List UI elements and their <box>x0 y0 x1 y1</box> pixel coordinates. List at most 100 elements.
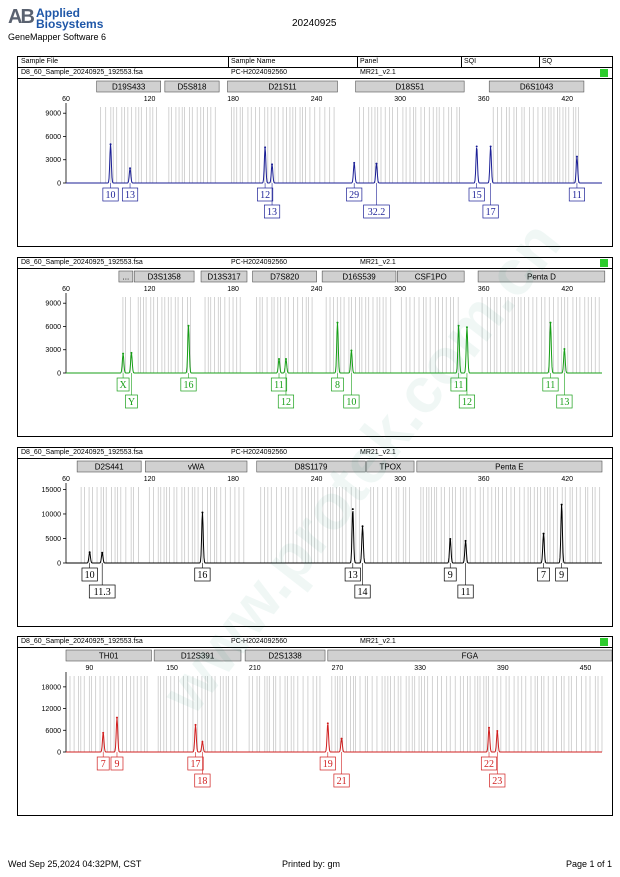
x-tick-label: 240 <box>311 476 323 483</box>
allele-label: 23 <box>492 776 502 787</box>
allele-label-box <box>96 756 110 771</box>
marker-bar <box>244 649 326 662</box>
x-tick-label: 360 <box>478 96 490 103</box>
col-divider <box>461 57 462 67</box>
allele-label-box <box>468 187 485 202</box>
allele-label-box <box>346 187 363 202</box>
allele-label-box <box>354 584 371 599</box>
allele-label: 11 <box>572 190 582 201</box>
allele-label-box <box>270 377 288 392</box>
allele-label: 9 <box>559 570 564 581</box>
marker-label: D7S820 <box>270 273 299 282</box>
panel-title-row: D8_60_Sample_20240925_192553.fsa PC-H202… <box>18 448 612 459</box>
sample-name: PC-H2024092560 <box>231 638 288 645</box>
x-tick-label: 300 <box>394 96 406 103</box>
allele-label-box <box>555 567 568 582</box>
allele-label: 10 <box>85 570 95 581</box>
col-divider <box>228 57 229 67</box>
allele-label: 11 <box>274 380 284 391</box>
y-tick-label: 3000 <box>45 157 61 164</box>
allele-label: 8 <box>335 380 340 391</box>
marker-label: Penta E <box>495 463 523 472</box>
peak <box>201 511 204 514</box>
marker-bar <box>65 649 152 662</box>
allele-label: 11.3 <box>94 587 111 598</box>
col-divider <box>539 57 540 67</box>
x-tick-label: 150 <box>166 665 178 672</box>
allele-label-box <box>263 204 281 219</box>
allele-label: 11 <box>454 380 464 391</box>
marker-bar <box>118 270 134 283</box>
marker-label: FGA <box>462 652 479 661</box>
peak <box>201 740 204 743</box>
sample-file: D8_60_Sample_20240925_192553.fsa <box>21 449 143 456</box>
allele-label: 29 <box>349 190 359 201</box>
x-tick-label: 60 <box>62 286 70 293</box>
marker-label: TPOX <box>379 463 401 472</box>
x-tick-label: 60 <box>62 96 70 103</box>
allele-label: 10 <box>106 190 116 201</box>
peak <box>130 351 133 354</box>
marker-label: D21S11 <box>268 83 297 92</box>
allele-label-box <box>194 773 211 788</box>
peak <box>284 358 287 361</box>
allele-label: 15 <box>472 190 482 201</box>
y-tick-label: 0 <box>57 750 61 757</box>
x-tick-label: 120 <box>144 476 156 483</box>
x-tick-label: 90 <box>86 665 94 672</box>
electropherogram-panel-blue: D8_60_Sample_20240925_192553.fsa PC-H202… <box>17 67 613 247</box>
allele-label: 7 <box>101 759 106 770</box>
allele-label-box <box>450 377 467 392</box>
printed-by: Printed by: gm <box>282 859 341 869</box>
allele-label-box <box>480 756 498 771</box>
brand-name: Applied Biosystems <box>36 7 104 31</box>
allele-label: 13 <box>125 190 135 201</box>
x-tick-label: 240 <box>311 286 323 293</box>
marker-label: vWA <box>188 463 205 472</box>
allele-label: 9 <box>114 759 119 770</box>
peak <box>375 162 378 165</box>
allele-label-box <box>187 756 204 771</box>
allele-label: Y <box>128 397 135 408</box>
allele-label-box <box>180 377 197 392</box>
signal-trace <box>66 717 602 753</box>
allele-label: 21 <box>337 776 347 787</box>
y-tick-label: 0 <box>57 561 61 568</box>
peak <box>549 321 552 324</box>
allele-label-box <box>343 394 360 409</box>
allele-label-box <box>363 204 390 219</box>
x-tick-label: 180 <box>227 96 239 103</box>
col-divider <box>357 57 358 67</box>
x-tick-label: 60 <box>62 476 70 483</box>
signal-trace <box>66 322 602 374</box>
x-tick-label: 360 <box>478 286 490 293</box>
x-tick-label: 120 <box>144 96 156 103</box>
marker-label: D18S51 <box>395 83 424 92</box>
x-tick-label: 450 <box>580 665 592 672</box>
marker-bar <box>227 80 338 93</box>
x-tick-label: 180 <box>227 286 239 293</box>
peak <box>489 145 492 148</box>
peak <box>264 146 267 149</box>
marker-bar <box>133 270 195 283</box>
brand-line-2: Biosystems <box>36 17 104 31</box>
x-tick-label: 120 <box>144 286 156 293</box>
electropherogram-panel-red: D8_60_Sample_20240925_192553.fsa PC-H202… <box>17 636 613 816</box>
peak <box>575 155 578 158</box>
software-name: GeneMapper Software 6 <box>8 32 107 42</box>
allele-label: 12 <box>260 190 270 201</box>
ab-logo-mark: AB <box>8 6 35 28</box>
allele-label-box <box>102 187 119 202</box>
col-sq: SQ <box>542 58 553 65</box>
panel-title-row: D8_60_Sample_20240925_192553.fsa PC-H202… <box>18 637 612 648</box>
col-sample-name: Sample Name <box>231 58 276 65</box>
y-tick-label: 9000 <box>45 111 61 118</box>
peak <box>465 326 468 329</box>
y-tick-label: 3000 <box>45 347 61 354</box>
report-date: 20240925 <box>292 18 337 29</box>
marker-label: D8S1179 <box>295 463 328 472</box>
allele-label: 11 <box>461 587 471 598</box>
peak <box>353 161 356 164</box>
x-tick-label: 300 <box>394 476 406 483</box>
